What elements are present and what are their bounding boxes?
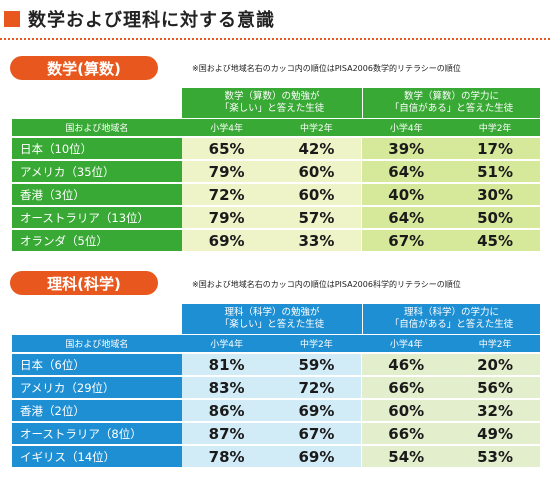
science-value-cell: 86% [181,400,272,421]
math-sub-1: 小学4年 [210,124,243,134]
math-table-row: アメリカ（35位） 79% 60% 64% 51% [12,161,540,182]
science-value-cell: 53% [450,446,540,467]
math-value-cell: 51% [450,161,540,182]
science-sub-2: 中学2年 [300,340,333,350]
math-table-row: 香港（3位） 72% 60% 40% 30% [12,184,540,205]
science-group-confidence-line2: 「自信がある」と答えた生徒 [389,319,514,330]
science-row-label: イギリス（14位） [12,446,182,467]
science-group-enjoy-line2: 「楽しい」と答えた生徒 [219,319,325,330]
science-value-cell: 66% [362,423,451,444]
science-group-confidence-header: 理科（科学）の学力に 「自信がある」と答えた生徒 [363,304,540,334]
math-value-cell: 40% [362,184,451,205]
science-row-label: アメリカ（29位） [12,377,182,398]
math-subheader-row: 国および地域名 小学4年 中学2年 小学4年 中学2年 [12,119,540,136]
science-sub-3: 小学4年 [389,340,423,350]
science-value-cell: 78% [181,446,272,467]
science-value-cell: 81% [181,354,272,375]
math-value-cell: 45% [450,230,540,251]
math-value-cell: 67% [362,230,451,251]
math-value-cell: 30% [450,184,540,205]
science-value-cell: 20% [450,354,540,375]
math-row-label: 香港（3位） [12,184,182,205]
science-col-label: 国および地域名 [65,340,129,350]
header-divider [0,38,550,40]
science-table-row: オーストラリア（8位） 87% 67% 66% 49% [12,423,540,444]
science-table-row: 日本（6位） 81% 59% 46% 20% [12,354,540,375]
math-value-cell: 57% [271,207,362,228]
science-value-cell: 69% [271,446,362,467]
math-value-cell: 79% [181,207,272,228]
math-sub-2: 中学2年 [300,124,333,134]
math-table-row: オランダ（5位） 69% 33% 67% 45% [12,230,540,251]
science-group-enjoy-line1: 理科（科学）の勉強が [224,307,320,318]
math-group-confidence-line2: 「自信がある」と答えた生徒 [389,103,514,114]
science-value-cell: 49% [450,423,540,444]
math-value-cell: 60% [271,184,362,205]
math-group-enjoy-line2: 「楽しい」と答えた生徒 [219,103,325,114]
science-value-cell: 59% [271,354,362,375]
science-sub-1: 小学4年 [210,340,243,350]
science-value-cell: 32% [450,400,540,421]
science-value-cell: 87% [181,423,272,444]
math-row-label: オランダ（5位） [12,230,182,251]
math-group-enjoy-header: 数学（算数）の勉強が 「楽しい」と答えた生徒 [182,88,362,118]
math-value-cell: 64% [362,207,451,228]
section-note-math: ※国および地域名右のカッコ内の順位はPISA2006数学的リテラシーの順位 [192,64,461,73]
science-row-label: オーストラリア（8位） [12,423,182,444]
science-value-cell: 56% [450,377,540,398]
science-row-label: 日本（6位） [12,354,182,375]
science-value-cell: 66% [362,377,451,398]
math-value-cell: 33% [271,230,362,251]
science-subheader-row: 国および地域名 小学4年 中学2年 小学4年 中学2年 [12,335,540,352]
page-header: 数学および理科に対する意識 [4,6,275,32]
science-table-row: 香港（2位） 86% 69% 60% 32% [12,400,540,421]
math-value-cell: 60% [271,161,362,182]
science-row-label: 香港（2位） [12,400,182,421]
math-sub-4: 中学2年 [478,124,512,134]
science-table-row: アメリカ（29位） 83% 72% 66% 56% [12,377,540,398]
section-pill-science: 理科(科学) [10,271,158,295]
math-value-cell: 72% [181,184,272,205]
math-table-row: 日本（10位） 65% 42% 39% 17% [12,138,540,159]
math-group-enjoy-line1: 数学（算数）の勉強が [224,91,320,102]
math-col-label: 国および地域名 [65,124,129,134]
science-sub-4: 中学2年 [478,340,512,350]
science-value-cell: 54% [362,446,451,467]
science-table-row: イギリス（14位） 78% 69% 54% 53% [12,446,540,467]
page-title: 数学および理科に対する意識 [28,10,275,31]
science-value-cell: 69% [271,400,362,421]
math-value-cell: 64% [362,161,451,182]
science-value-cell: 67% [271,423,362,444]
science-value-cell: 46% [362,354,451,375]
math-value-cell: 69% [181,230,272,251]
math-value-cell: 39% [362,138,451,159]
math-value-cell: 79% [181,161,272,182]
math-value-cell: 42% [271,138,362,159]
math-value-cell: 17% [450,138,540,159]
section-pill-math: 数学(算数) [10,56,158,80]
section-note-science: ※国および地域名右のカッコ内の順位はPISA2006科学的リテラシーの順位 [192,280,461,289]
math-group-confidence-header: 数学（算数）の学力に 「自信がある」と答えた生徒 [363,88,540,118]
science-group-enjoy-header: 理科（科学）の勉強が 「楽しい」と答えた生徒 [182,304,362,334]
math-row-label: オーストラリア（13位） [12,207,182,228]
math-sub-3: 小学4年 [389,124,423,134]
math-group-confidence-line1: 数学（算数）の学力に [403,91,499,102]
math-row-label: アメリカ（35位） [12,161,182,182]
science-group-confidence-line1: 理科（科学）の学力に [403,307,499,318]
math-table-row: オーストラリア（13位） 79% 57% 64% 50% [12,207,540,228]
science-value-cell: 60% [362,400,451,421]
math-value-cell: 50% [450,207,540,228]
science-value-cell: 72% [271,377,362,398]
math-value-cell: 65% [181,138,272,159]
header-square-icon [4,11,20,27]
math-row-label: 日本（10位） [12,138,182,159]
science-value-cell: 83% [181,377,272,398]
